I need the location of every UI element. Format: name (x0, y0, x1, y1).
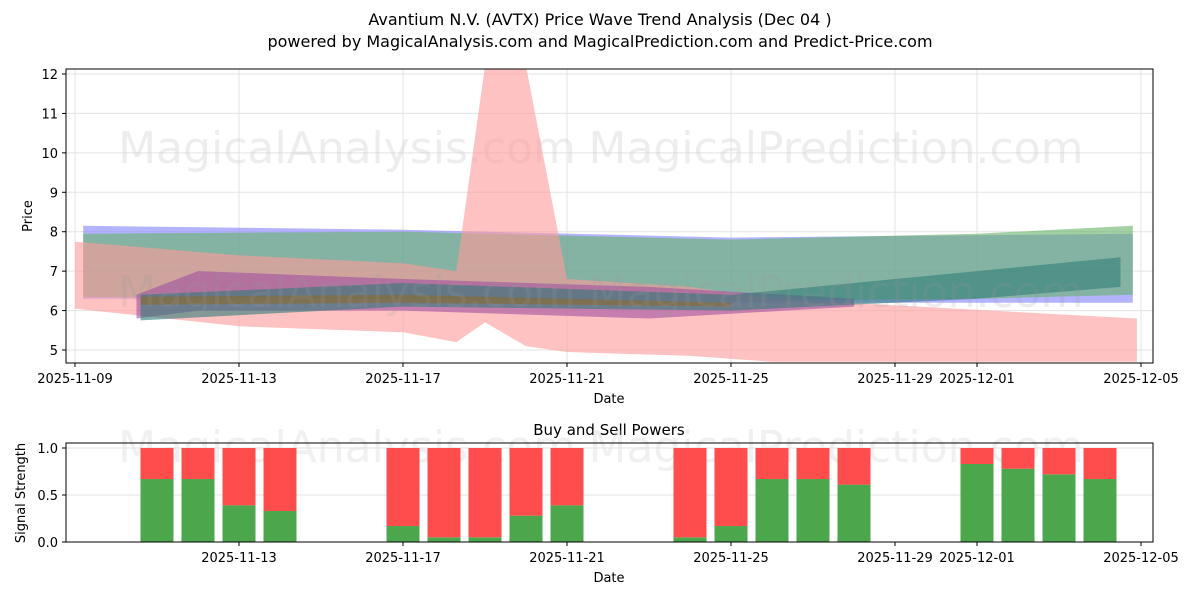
axes-frame (65, 442, 1154, 543)
y-tick-label: 9 (50, 186, 58, 201)
sell-bar (755, 448, 789, 480)
buy-bar (1083, 479, 1117, 542)
buy-bar (960, 463, 994, 542)
buy-bar (1042, 474, 1076, 542)
x-tick-label: 2025-12-01 (939, 551, 1015, 566)
sell-bar (1083, 448, 1117, 480)
x-tick-label: 2025-11-13 (201, 372, 277, 387)
sell-bar (714, 448, 748, 527)
x-axis-label: Date (593, 392, 624, 407)
buy-bar (1001, 468, 1035, 542)
y-axis-label: Signal Strength (14, 443, 29, 543)
y-tick-label: 12 (41, 68, 58, 83)
x-tick-label: 2025-11-17 (365, 551, 441, 566)
x-tick-label: 2025-11-21 (529, 551, 605, 566)
y-tick-label: 0.5 (37, 489, 58, 504)
sell-bar (837, 448, 871, 485)
buy-bar (263, 510, 297, 542)
x-tick-label: 2025-11-21 (529, 372, 605, 387)
y-tick-label: 8 (50, 226, 58, 241)
x-tick-label: 2025-11-09 (37, 372, 113, 387)
watermark: MagicalPrediction.com (589, 267, 1084, 318)
axes-frame (65, 68, 1154, 364)
chart-title: Avantium N.V. (AVTX) Price Wave Trend An… (368, 10, 832, 29)
sell-bar (181, 448, 215, 480)
sell-bar (673, 448, 707, 538)
y-tick-label: 6 (50, 305, 58, 320)
sell-bar (1042, 448, 1076, 475)
buy-bar (837, 484, 871, 542)
sell-bar (427, 448, 461, 538)
y-tick-label: 0.0 (37, 536, 58, 551)
x-tick-label: 2025-11-29 (857, 372, 933, 387)
y-axis-label: Price (21, 200, 36, 232)
x-tick-label: 2025-11-17 (365, 372, 441, 387)
sell-bar (140, 448, 174, 480)
buy-bar (550, 505, 584, 542)
bar-chart-title: Buy and Sell Powers (533, 421, 685, 439)
buy-bar (509, 515, 543, 542)
x-tick-label: 2025-11-25 (693, 372, 769, 387)
y-tick-label: 5 (50, 344, 58, 359)
sell-bar (796, 448, 830, 480)
buy-bar (427, 537, 461, 542)
y-tick-label: 7 (50, 265, 58, 280)
price-band (140, 257, 1121, 321)
x-tick-label: 2025-11-29 (857, 551, 933, 566)
x-tick-label: 2025-12-05 (1103, 551, 1179, 566)
sell-bar (1001, 448, 1035, 469)
x-tick-label: 2025-12-01 (939, 372, 1015, 387)
sell-bar (550, 448, 584, 506)
buy-bar (673, 537, 707, 542)
sell-bar (960, 448, 994, 464)
buy-bar (755, 479, 789, 542)
watermark: MagicalAnalysis.com (118, 267, 576, 318)
x-tick-label: 2025-11-25 (693, 551, 769, 566)
buy-bar (140, 479, 174, 542)
x-axis-label: Date (593, 571, 624, 586)
y-tick-label: 10 (41, 147, 58, 162)
buy-bar (714, 526, 748, 542)
chart-subtitle: powered by MagicalAnalysis.com and Magic… (267, 32, 933, 51)
watermark: MagicalPrediction.com (589, 123, 1084, 174)
sell-bar (386, 448, 420, 527)
x-tick-label: 2025-12-05 (1103, 372, 1179, 387)
y-tick-label: 11 (41, 107, 58, 122)
buy-bar (222, 505, 256, 542)
buy-bar (386, 526, 420, 542)
sell-bar (222, 448, 256, 506)
buy-bar (181, 479, 215, 542)
x-tick-label: 2025-11-13 (201, 551, 277, 566)
sell-bar (263, 448, 297, 511)
price-wave-chart: MagicalAnalysis.com MagicalPrediction.com… (21, 68, 1179, 407)
price-band (140, 294, 732, 307)
buy-bar (468, 537, 502, 542)
buy-bar (796, 479, 830, 542)
sell-bar (509, 448, 543, 516)
sell-bar (468, 448, 502, 538)
y-tick-label: 1.0 (37, 442, 58, 457)
